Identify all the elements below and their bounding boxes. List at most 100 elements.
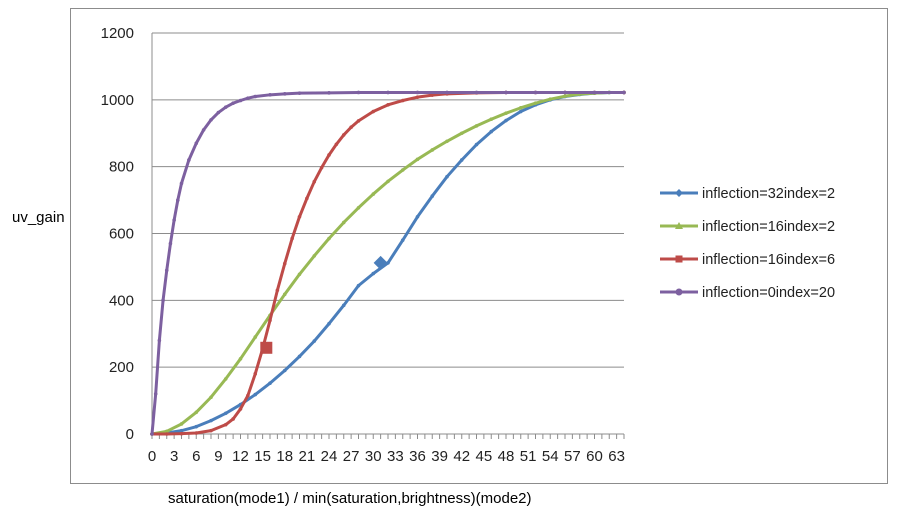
series-3-point [430, 93, 435, 97]
series-2-point [386, 179, 390, 184]
series-2-point [400, 168, 405, 172]
series-3-point [297, 214, 302, 219]
series-lines [150, 90, 626, 436]
series-2-point [164, 429, 169, 434]
series-3-point [305, 196, 309, 201]
series-4-point [161, 298, 165, 303]
series-1-point [356, 283, 361, 288]
x-tick-label: 33 [387, 448, 404, 465]
series-4-point [179, 181, 184, 186]
series-4-point [168, 241, 173, 246]
x-tick-labels: 0 3 6 9 12 15 18 21 24 27 30 33 36 39 42 45 48 51 54 57 60 63 [148, 448, 625, 465]
series-3-point [371, 109, 376, 114]
series-3-point [349, 125, 353, 130]
series-2-point [474, 124, 479, 128]
series-1-point [341, 303, 346, 308]
x-tick-label: 60 [586, 448, 603, 465]
series-1-point [297, 354, 302, 359]
series-1-point [327, 321, 331, 326]
x-tick-label: 51 [520, 448, 537, 465]
legend-label-3: inflection=16index=6 [702, 252, 835, 268]
x-tick-label: 0 [148, 448, 156, 465]
x-tick-label: 42 [453, 448, 470, 465]
legend-marker [675, 288, 683, 296]
chart-frame [70, 8, 888, 484]
y-tick-label: 1200 [101, 25, 134, 42]
series-4-point [187, 158, 191, 162]
series-2-point [312, 254, 317, 258]
series-3-point [268, 318, 272, 323]
x-tick-label: 9 [214, 448, 222, 465]
series-2-point [356, 205, 361, 210]
series-4-point [253, 94, 258, 99]
series-3-point [209, 428, 213, 433]
series-1-point [223, 411, 228, 416]
x-tick-label: 21 [299, 448, 316, 465]
highlighted-points [260, 255, 388, 354]
series-4-point [231, 101, 235, 105]
legend: inflection=32index=2 inflection=16index=2… [660, 186, 835, 301]
x-axis-label: saturation(mode1) / min(saturation,brigh… [168, 490, 532, 507]
x-tick-label: 39 [431, 448, 448, 465]
series-1-point [489, 129, 494, 134]
x-tick-label: 18 [276, 448, 293, 465]
series-2-point [238, 357, 243, 361]
series-1-point [253, 392, 258, 397]
series-4-point [415, 90, 420, 95]
x-tick-label: 27 [343, 448, 360, 465]
series-4-point [297, 91, 302, 95]
series-4-point [327, 91, 331, 95]
legend-marker [675, 255, 683, 263]
series-1-point [430, 194, 435, 198]
y-tick-label: 600 [109, 226, 134, 243]
series-1-point [194, 424, 199, 429]
series-4-point [622, 90, 626, 95]
series-1-point [371, 271, 376, 276]
x-tick-label: 30 [365, 448, 382, 465]
series-1-point [179, 428, 184, 433]
series-2-point [415, 157, 420, 162]
series-4-point [592, 90, 597, 95]
y-axis-label: uv_gain [12, 209, 65, 226]
series-3-point [194, 431, 199, 435]
series-4-point [176, 198, 180, 202]
series-4-point [533, 90, 538, 95]
series-3-point [282, 261, 287, 266]
x-tick-label: 63 [608, 448, 625, 465]
series-2-point [533, 101, 538, 105]
series-1-point [209, 418, 213, 423]
series-2-point [327, 236, 331, 241]
series-1-point [312, 339, 317, 343]
gridlines [152, 32, 624, 368]
y-tick-label: 200 [109, 359, 134, 376]
highlight-square-marker [260, 341, 273, 354]
legend-marker [675, 189, 683, 197]
series-2-point [209, 395, 213, 400]
series-2-point [504, 111, 508, 115]
series-1-point [415, 214, 420, 219]
series-2-point [430, 148, 435, 152]
series-3-point [319, 165, 324, 170]
series-2-point [548, 97, 553, 101]
series-2-point [341, 220, 346, 225]
x-tick-label: 54 [542, 448, 559, 465]
series-4-point [209, 118, 213, 122]
series-4-point [246, 96, 250, 100]
series-2-point [459, 131, 464, 136]
y-tick-label: 0 [126, 426, 134, 443]
series-1-point [504, 118, 508, 123]
series-1-point [400, 238, 405, 242]
x-tick-label: 36 [409, 448, 426, 465]
series-3-point [164, 432, 169, 436]
series-3-point [415, 95, 420, 99]
series-3-point [179, 431, 184, 436]
x-tick-label: 24 [321, 448, 338, 465]
series-4-point [563, 90, 567, 95]
series-2-point [563, 94, 567, 98]
series-2-point [518, 106, 523, 110]
series-3-point [253, 372, 258, 376]
series-3-point [290, 236, 294, 241]
series-3-point [231, 417, 235, 421]
series-1-point [268, 381, 272, 386]
series-4-point [172, 218, 176, 222]
